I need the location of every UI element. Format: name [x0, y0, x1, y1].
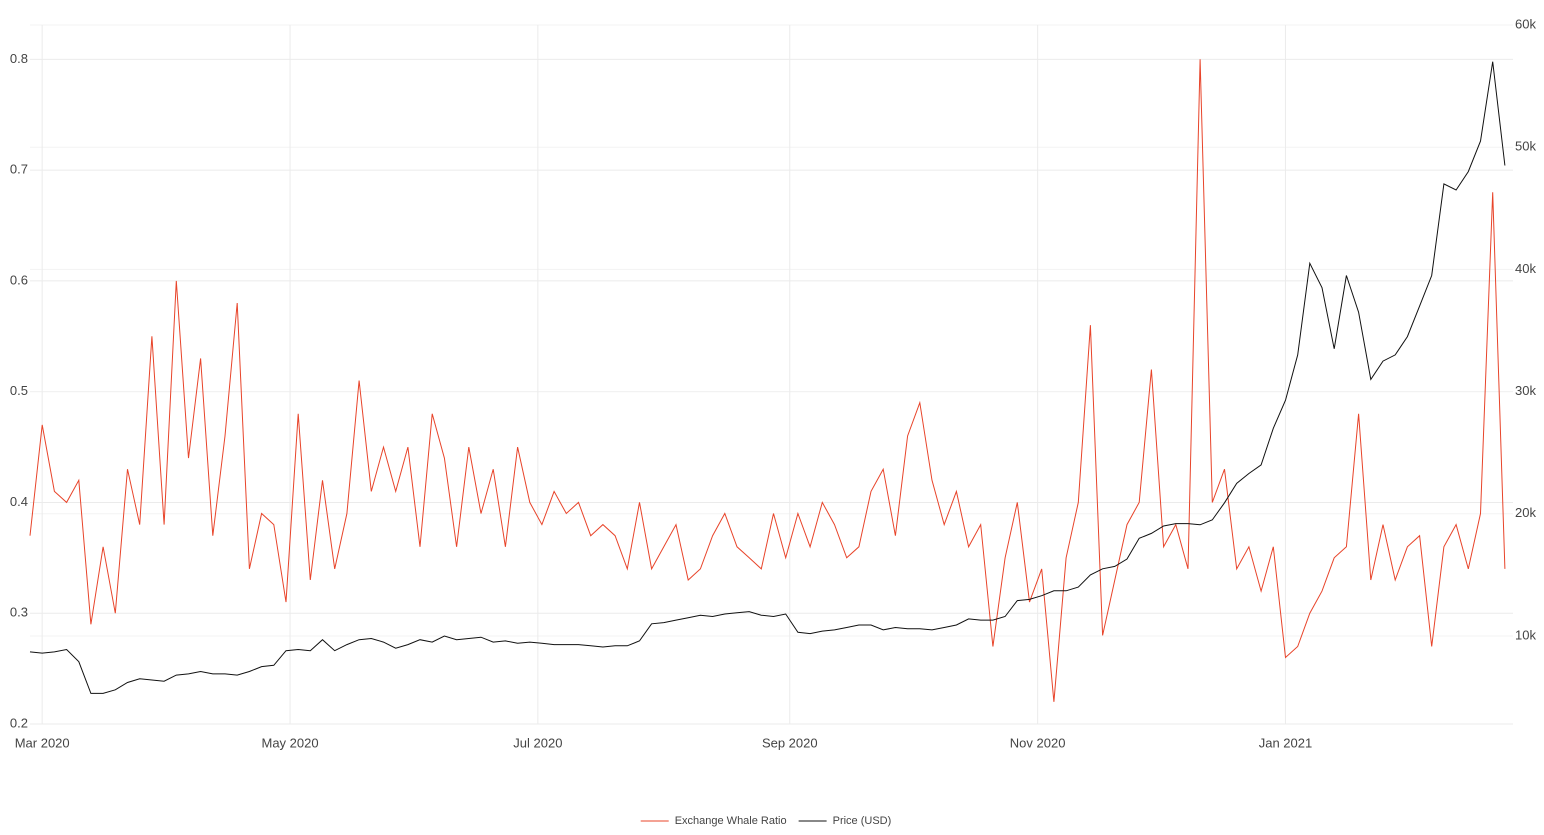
y-tick-label: 0.3 [10, 605, 28, 620]
y-tick-label: 0.6 [10, 272, 28, 287]
line [29, 59, 1506, 702]
y2-tick-label: 30k [1515, 383, 1536, 398]
line [29, 61, 1506, 694]
y2-tick-label: 50k [1515, 139, 1536, 154]
legend-label: Price (USD) [833, 815, 892, 827]
y2-tick-label: 10k [1515, 627, 1536, 642]
y-tick-label: 0.5 [10, 383, 28, 398]
y2-tick-label: 40k [1515, 261, 1536, 276]
y2-tick-label: 60k [1515, 16, 1536, 31]
y-tick-label: 0.2 [10, 715, 28, 730]
x-tick-label: Jan 2021 [1259, 735, 1313, 750]
x-tick-label: Mar 2020 [15, 735, 70, 750]
y-tick-label: 0.7 [10, 162, 28, 177]
y2-tick-label: 20k [1515, 505, 1536, 520]
x-tick-label: Nov 2020 [1010, 735, 1066, 750]
legend-label: Exchange Whale Ratio [675, 815, 787, 827]
x-tick-label: May 2020 [261, 735, 318, 750]
x-tick-label: Jul 2020 [513, 735, 562, 750]
y-tick-label: 0.4 [10, 494, 28, 509]
legend: Exchange Whale Ratio Price (USD) [640, 815, 892, 827]
y-tick-label: 0.8 [10, 51, 28, 66]
x-tick-label: Sep 2020 [762, 735, 818, 750]
